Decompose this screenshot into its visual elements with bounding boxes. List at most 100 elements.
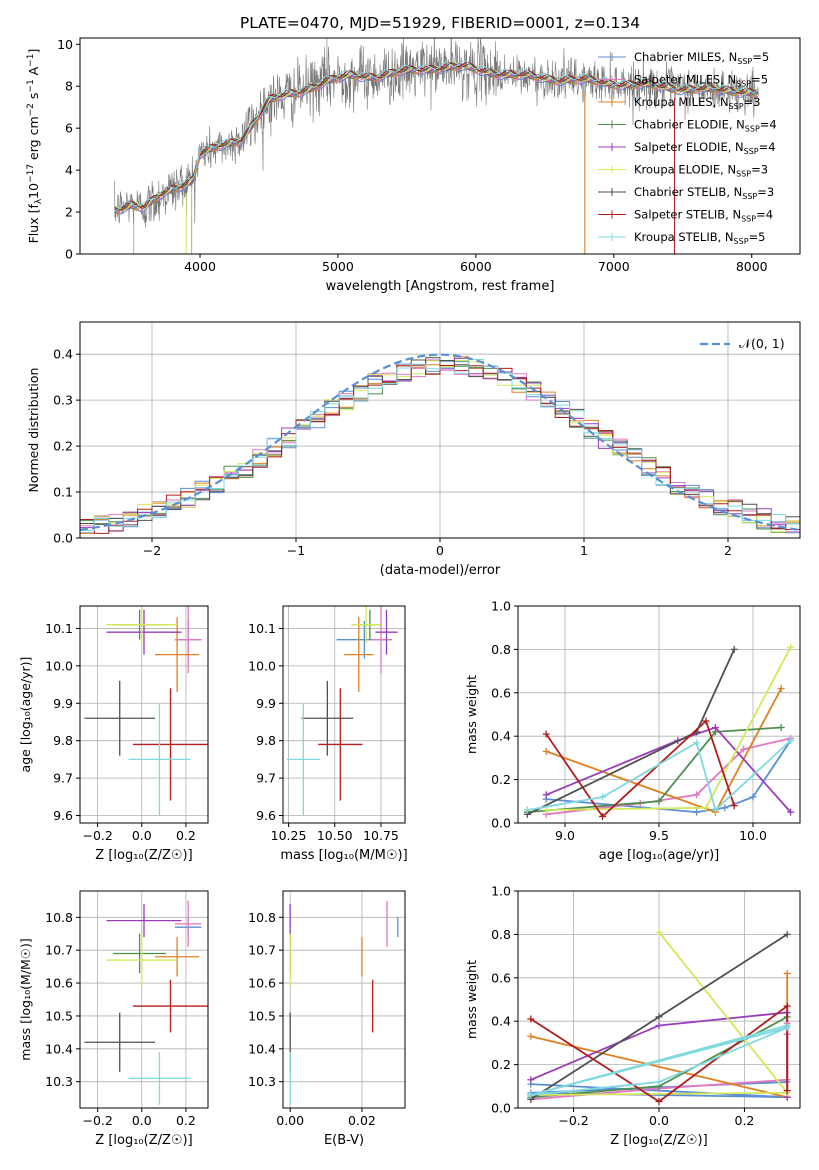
y-axis-label-part: A <box>26 66 41 79</box>
x-tick-label: 4000 <box>184 259 216 274</box>
x-tick-label: 0.02 <box>348 1113 376 1128</box>
legend-entry: Salpeter ELODIE, NSSP=4 <box>634 140 776 156</box>
y-tick-label: 0.2 <box>491 1057 511 1072</box>
x-tick-label: 0.2 <box>735 1113 755 1128</box>
y-tick-label: 10.6 <box>248 976 276 991</box>
legend-entry-subscript: SSP <box>745 125 760 134</box>
y-axis-label-part: −1 <box>26 54 36 67</box>
residual-histogram <box>80 365 800 534</box>
x-tick-label: 10.75 <box>363 828 399 843</box>
x-axis-label: Z [log₁₀(Z/Z☉)] <box>95 848 192 863</box>
y-tick-label: 0 <box>65 247 73 262</box>
y-tick-label: 0.0 <box>53 531 73 546</box>
y-tick-label: 0.0 <box>491 816 511 831</box>
y-tick-label: 10.4 <box>248 1041 276 1056</box>
y-tick-label: 10.5 <box>45 1008 73 1023</box>
legend-entry: Kroupa MILES, NSSP=3 <box>634 95 760 111</box>
y-tick-label: 0.2 <box>491 772 511 787</box>
legend-entry-text: =4 <box>760 118 777 132</box>
weight-vs-z-plot-area <box>527 928 791 1105</box>
spectrum-plot-area <box>114 38 759 254</box>
axes-frame <box>282 890 406 1109</box>
y-axis-label-part: −2 <box>26 103 36 116</box>
y-axis-label: age [log₁₀(age/yr)] <box>18 657 33 773</box>
x-tick-label: 0.0 <box>132 1113 152 1128</box>
y-tick-label: 0.8 <box>491 927 511 942</box>
weight-vs-z-panel: −0.2 0.0 0.2 0.0 0.2 0.4 0.6 0.8 1.0 Z [log₁₀(Z/Z… <box>464 884 801 1148</box>
y-tick-label: 6 <box>65 121 73 136</box>
legend-entry-text: Salpeter MILES, N <box>634 73 736 87</box>
legend-entry-text: =4 <box>756 208 773 222</box>
legend-entry-text: =3 <box>751 163 768 177</box>
legend-entry-text: Chabrier STELIB, N <box>634 185 742 199</box>
x-tick-label: 5000 <box>322 259 354 274</box>
legend-entry-text: Salpeter ELODIE, N <box>634 140 744 154</box>
y-tick-label: 1.0 <box>491 884 511 899</box>
y-tick-label: 0.4 <box>491 729 511 744</box>
mass-vs-ebv-plot-area <box>289 900 399 1105</box>
legend-entry-subscript: SSP <box>742 192 757 201</box>
age-vs-z-panel: −0.2 0.0 0.2 9.6 9.7 9.8 9.9 10.0 10.1 Z [log₁₀(Z… <box>18 605 209 863</box>
x-tick-label: 6000 <box>460 259 492 274</box>
y-tick-label: 10.1 <box>45 621 73 636</box>
y-tick-label: 10.8 <box>248 910 276 925</box>
y-axis-label: mass [log₁₀(M/M☉)] <box>18 938 33 1060</box>
y-axis-label: Flux [fλ10−17 erg cm−2 s−1 A−1] <box>26 49 44 244</box>
y-tick-label: 8 <box>65 79 73 94</box>
weight-vs-age-panel: 9.0 9.5 10.0 0.0 0.2 0.4 0.6 0.8 1.0 age [log₁₀(a… <box>464 599 801 863</box>
x-tick-label: −2 <box>143 543 161 558</box>
y-axis-label: mass weight <box>464 960 479 1039</box>
age-vs-mass-panel: 10.25 10.50 10.75 9.6 9.7 9.8 9.9 10.0 10.1 mass … <box>248 605 408 863</box>
x-tick-label: 9.5 <box>649 828 669 843</box>
y-axis-label-part: erg cm <box>26 116 41 164</box>
y-tick-label: 10.8 <box>45 910 73 925</box>
y-axis-label-part: Flux [f <box>26 204 41 244</box>
y-tick-label: 10.6 <box>45 976 73 991</box>
legend-entry-text: =5 <box>751 73 768 87</box>
x-tick-label: 10.25 <box>271 828 307 843</box>
x-tick-label: 1 <box>580 543 588 558</box>
y-tick-label: 10.3 <box>45 1074 73 1089</box>
x-axis-label: wavelength [Angstrom, rest frame] <box>326 279 555 294</box>
legend-entry-subscript: SSP <box>736 80 751 89</box>
legend-entry-subscript: SSP <box>729 102 744 111</box>
x-tick-label: 2 <box>724 543 732 558</box>
y-axis-label-part: 10 <box>26 183 41 199</box>
y-tick-label: 10.0 <box>45 658 73 673</box>
x-tick-label: 10.0 <box>739 828 767 843</box>
residuals-plot-area <box>80 353 800 534</box>
y-tick-label: 0.4 <box>491 1014 511 1029</box>
y-tick-label: 9.7 <box>53 771 73 786</box>
y-tick-label: 10.3 <box>248 1074 276 1089</box>
y-tick-label: 10.4 <box>45 1041 73 1056</box>
x-tick-label: 0.0 <box>649 1113 669 1128</box>
x-axis-label: mass [log₁₀(M/M☉)] <box>280 848 407 863</box>
y-tick-label: 1.0 <box>491 599 511 614</box>
y-tick-label: 0.0 <box>491 1101 511 1116</box>
legend-entry-text: Salpeter STELIB, N <box>634 208 741 222</box>
x-tick-label: 0 <box>436 543 444 558</box>
y-tick-label: 9.9 <box>256 696 276 711</box>
legend-entry-subscript: SSP <box>736 170 751 179</box>
legend-entry: Kroupa ELODIE, NSSP=3 <box>634 163 768 179</box>
y-tick-label: 9.6 <box>256 808 276 823</box>
x-tick-label: −0.2 <box>82 1113 112 1128</box>
legend-entry-text: Chabrier MILES, N <box>634 50 737 64</box>
model-spectrum-line <box>114 60 759 211</box>
legend-entry-subscript: SSP <box>741 215 756 224</box>
y-axis-label-part: λ <box>34 198 44 204</box>
residual-histogram <box>80 359 800 531</box>
y-tick-label: 9.8 <box>53 733 73 748</box>
y-tick-label: 0.8 <box>491 642 511 657</box>
figure-title: PLATE=0470, MJD=51929, FIBERID=0001, z=0… <box>240 14 640 32</box>
axes-frame <box>282 605 406 824</box>
legend-entry: Salpeter MILES, NSSP=5 <box>634 73 768 89</box>
legend-entry: Salpeter STELIB, NSSP=4 <box>634 208 773 224</box>
y-tick-label: 10.7 <box>248 943 276 958</box>
mass-vs-z-panel: −0.2 0.0 0.2 10.3 10.4 10.5 10.6 10.7 10.8 Z [log… <box>18 890 209 1148</box>
y-axis-label: mass weight <box>464 675 479 754</box>
x-tick-label: 9.0 <box>555 828 575 843</box>
legend-entry-subscript: SSP <box>737 57 752 66</box>
